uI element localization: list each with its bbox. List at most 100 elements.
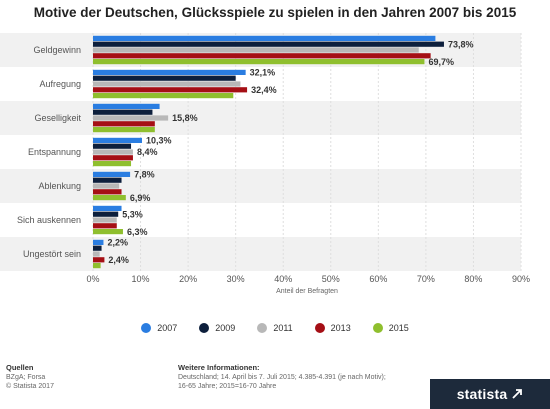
category-label: Ungestört sein (23, 249, 81, 259)
bar-2013 (93, 53, 431, 59)
x-tick-label: 40% (274, 274, 292, 284)
data-label: 7,8% (134, 170, 155, 180)
bar-2009 (93, 211, 119, 217)
data-label: 32,4% (251, 85, 277, 95)
legend-label: 2009 (215, 323, 236, 333)
category-label: Geselligkeit (34, 113, 81, 123)
x-tick-label: 10% (132, 274, 150, 284)
bar-2015 (93, 195, 126, 201)
legend-item[interactable]: 2011 (257, 323, 293, 333)
legend-item[interactable]: 2015 (372, 323, 409, 333)
info-block: Weitere Informationen: Deutschland; 14. … (178, 363, 386, 391)
bar-2011 (93, 115, 169, 121)
bar-2007 (93, 239, 104, 245)
data-label: 32,1% (250, 68, 276, 78)
data-label: 10,3% (146, 136, 172, 146)
bar-2011 (93, 81, 241, 87)
x-tick-label: 90% (512, 274, 530, 284)
info-line: 16-65 Jahre; 2015=16-70 Jahre (178, 383, 277, 390)
brand-name: statista (456, 386, 508, 402)
bar-2009 (93, 109, 153, 115)
bar-2015 (93, 59, 425, 65)
category-band (0, 203, 521, 237)
bar-2009 (93, 75, 236, 81)
sources-line: BZgA; Forsa (6, 374, 46, 381)
category-label: Entspannung (28, 147, 81, 157)
bar-2011 (93, 217, 117, 223)
category-band (0, 101, 521, 135)
bar-2007 (93, 137, 142, 143)
data-label: 2,4% (108, 255, 129, 265)
x-tick-label: 0% (86, 274, 99, 284)
category-band (0, 237, 521, 271)
bar-2007 (93, 103, 160, 109)
legend-label: 2007 (157, 323, 178, 333)
bar-2009 (93, 177, 122, 183)
category-label: Aufregung (39, 79, 81, 89)
legend-swatch (141, 323, 152, 333)
data-label: 15,8% (172, 113, 198, 123)
data-label: 2,2% (107, 238, 128, 248)
chart-title: Motive der Deutschen, Glücksspiele zu sp… (33, 5, 517, 20)
bar-2011 (93, 149, 133, 155)
bar-2009 (93, 41, 444, 47)
data-label: 69,7% (428, 57, 454, 67)
sources-line: © Statista 2017 (6, 383, 54, 390)
data-label: 5,3% (122, 209, 143, 219)
x-axis-title: Anteil der Befragten (276, 288, 338, 295)
data-label: 73,8% (448, 39, 474, 49)
bar-2013 (93, 87, 248, 93)
bar-2013 (93, 155, 133, 161)
bar-2007 (93, 205, 122, 211)
bar-2011 (93, 47, 419, 53)
bar-2015 (93, 229, 123, 235)
x-tick-label: 50% (322, 274, 340, 284)
bar-2007 (93, 69, 246, 75)
chart-legend: 2007 2009 2011 2013 2015 (0, 323, 550, 333)
category-label: Ablenkung (38, 181, 81, 191)
bar-2011 (93, 183, 120, 189)
category-band (0, 67, 521, 101)
legend-label: 2015 (388, 323, 409, 333)
statista-logo[interactable]: statista (430, 379, 550, 409)
data-label: 8,4% (137, 147, 158, 157)
legend-item[interactable]: 2007 (141, 323, 177, 333)
x-tick-label: 80% (464, 274, 482, 284)
bar-2009 (93, 245, 102, 251)
x-tick-label: 20% (179, 274, 197, 284)
bar-2015 (93, 93, 234, 99)
category-band (0, 169, 521, 203)
bar-chart: Geldgewinn Aufregung Geselligkeit Entspannu… (0, 33, 530, 295)
data-label: 6,3% (127, 227, 148, 237)
footer: Quellen BZgA; Forsa © Statista 2017 Weit… (0, 361, 550, 409)
category-band (0, 135, 521, 169)
legend-swatch (257, 323, 268, 333)
sources-heading: Quellen (6, 363, 34, 372)
info-heading: Weitere Informationen: (178, 363, 260, 372)
bar-2013 (93, 223, 117, 229)
bar-2013 (93, 257, 105, 263)
bar-2013 (93, 121, 155, 127)
arrow-up-right-icon (512, 389, 523, 399)
bar-2007 (93, 35, 436, 41)
legend-swatch (372, 323, 383, 333)
bar-2015 (93, 161, 132, 167)
legend-label: 2013 (330, 323, 351, 333)
bar-2009 (93, 143, 132, 149)
info-line: Deutschland; 14. April bis 7. Juli 2015;… (178, 374, 386, 381)
category-label: Sich auskennen (17, 215, 81, 225)
data-label: 6,9% (130, 193, 151, 203)
legend-item[interactable]: 2013 (314, 323, 351, 333)
bar-2015 (93, 263, 101, 269)
x-tick-label: 30% (227, 274, 245, 284)
legend-label: 2011 (273, 323, 293, 333)
bar-2011 (93, 251, 100, 257)
legend-swatch (199, 323, 210, 333)
category-label: Geldgewinn (33, 45, 81, 55)
bar-2013 (93, 189, 122, 195)
bar-2015 (93, 127, 155, 133)
legend-item[interactable]: 2009 (199, 323, 235, 333)
bar-2007 (93, 171, 131, 177)
x-tick-label: 60% (369, 274, 387, 284)
x-tick-label: 70% (417, 274, 435, 284)
